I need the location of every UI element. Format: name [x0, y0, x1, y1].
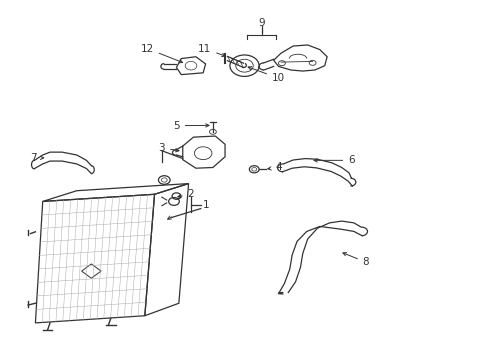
Text: 8: 8 — [342, 253, 368, 267]
Text: 1: 1 — [203, 200, 209, 210]
Text: 9: 9 — [258, 18, 264, 28]
Text: 12: 12 — [141, 44, 182, 63]
Text: 7: 7 — [30, 153, 43, 163]
Text: 11: 11 — [198, 44, 225, 57]
Text: 5: 5 — [173, 121, 208, 131]
Text: 2: 2 — [178, 189, 194, 199]
Text: 6: 6 — [313, 156, 354, 165]
Text: 4: 4 — [267, 162, 281, 172]
Text: 10: 10 — [247, 67, 285, 83]
Text: 3: 3 — [158, 143, 179, 153]
